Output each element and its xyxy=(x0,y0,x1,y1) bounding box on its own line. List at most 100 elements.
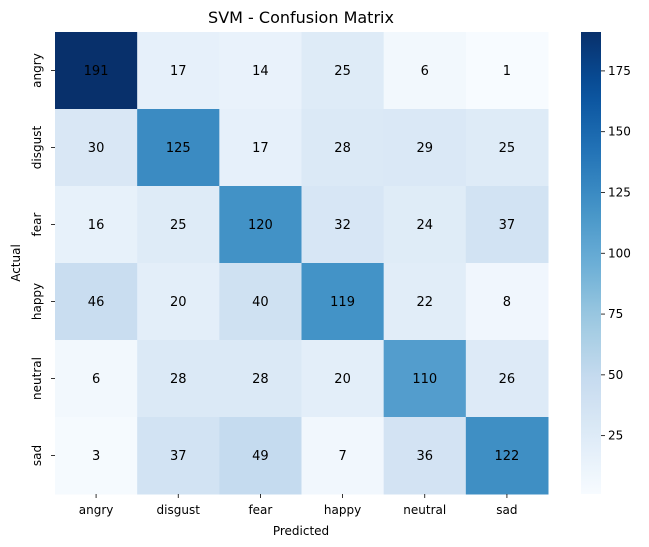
heatmap-cell xyxy=(219,263,302,341)
y-axis-ticks: angry disgust fear happy neutral sad xyxy=(30,53,55,466)
x-axis-ticks: angry disgust fear happy neutral sad xyxy=(79,494,518,517)
cell-value-label: 17 xyxy=(252,141,269,156)
colorbar-tick-label: 50 xyxy=(608,368,623,382)
heatmap-cell xyxy=(137,417,220,495)
x-tick-label: angry xyxy=(79,503,114,517)
heatmap-cell xyxy=(465,340,549,418)
heatmap-cell xyxy=(219,186,302,264)
cell-value-label: 28 xyxy=(252,372,269,387)
cell-value-label: 37 xyxy=(499,218,516,233)
cell-value-label: 8 xyxy=(503,295,511,310)
colorbar-tick-label: 100 xyxy=(608,246,631,260)
heatmap-cell xyxy=(301,32,385,110)
chart-title: SVM - Confusion Matrix xyxy=(208,8,394,27)
heatmap-cell xyxy=(301,109,385,187)
colorbar xyxy=(581,32,601,494)
colorbar-tick-label: 125 xyxy=(608,185,631,199)
colorbar-tick-label: 25 xyxy=(608,429,623,443)
cell-value-label: 20 xyxy=(170,295,187,310)
heatmap-cell xyxy=(137,32,220,110)
y-tick-label: sad xyxy=(30,445,44,466)
cell-value-label: 7 xyxy=(338,449,346,464)
cell-value-label: 16 xyxy=(88,218,105,233)
cell-value-label: 17 xyxy=(170,64,187,79)
colorbar-tick-label: 175 xyxy=(608,64,631,78)
heatmap-cell xyxy=(465,186,549,264)
heatmap-cell xyxy=(137,340,220,418)
cell-value-label: 25 xyxy=(170,218,187,233)
y-tick-label: disgust xyxy=(30,126,44,170)
cell-value-label: 191 xyxy=(84,64,109,79)
x-axis-label: Predicted xyxy=(273,524,329,538)
colorbar-tick-label: 75 xyxy=(608,307,623,321)
cell-value-label: 40 xyxy=(252,295,269,310)
heatmap-cell xyxy=(465,32,549,110)
cell-value-label: 6 xyxy=(92,372,100,387)
cell-value-label: 26 xyxy=(499,372,516,387)
heatmap-cell xyxy=(383,417,467,495)
heatmap-cell xyxy=(383,109,467,187)
cell-value-label: 110 xyxy=(412,372,437,387)
cell-value-label: 25 xyxy=(334,64,351,79)
x-tick-label: fear xyxy=(248,503,272,517)
colorbar-tick-label: 150 xyxy=(608,125,631,139)
heatmap-cell xyxy=(137,263,220,341)
heatmap-cell xyxy=(219,340,302,418)
heatmap-cell xyxy=(465,417,549,495)
cell-value-label: 14 xyxy=(252,64,269,79)
cell-value-label: 6 xyxy=(421,64,429,79)
heatmap-cell xyxy=(383,340,467,418)
cell-value-label: 46 xyxy=(88,295,105,310)
colorbar-ticks: 25 50 75 100 125 150 175 xyxy=(601,64,631,443)
x-tick-label: neutral xyxy=(403,503,446,517)
cell-value-label: 120 xyxy=(248,218,273,233)
heatmap-cell xyxy=(219,417,302,495)
cell-value-label: 125 xyxy=(166,141,191,156)
heatmap-cell xyxy=(301,340,385,418)
heatmap-cell xyxy=(301,186,385,264)
cell-value-label: 30 xyxy=(88,141,105,156)
heatmap-cell xyxy=(301,263,385,341)
y-tick-label: angry xyxy=(30,53,44,88)
cell-value-label: 122 xyxy=(495,449,520,464)
cell-value-label: 3 xyxy=(92,449,100,464)
cell-value-label: 28 xyxy=(334,141,351,156)
cell-value-label: 32 xyxy=(334,218,351,233)
heatmap-cell xyxy=(55,186,138,264)
heatmap-cell xyxy=(55,340,138,418)
cell-value-label: 37 xyxy=(170,449,187,464)
cell-value-label: 24 xyxy=(416,218,433,233)
heatmap-cell xyxy=(55,263,138,341)
heatmap-cell xyxy=(55,109,138,187)
heatmap-cell xyxy=(55,32,138,110)
heatmap-cell xyxy=(137,186,220,264)
heatmap-cell xyxy=(55,417,138,495)
cell-value-label: 119 xyxy=(330,295,355,310)
heatmap-cell xyxy=(219,109,302,187)
cell-value-label: 29 xyxy=(416,141,433,156)
y-tick-label: happy xyxy=(30,283,44,320)
cell-value-label: 25 xyxy=(499,141,516,156)
cell-value-label: 20 xyxy=(334,372,351,387)
x-tick-label: happy xyxy=(324,503,361,517)
x-tick-label: disgust xyxy=(157,503,201,517)
heatmap-cell xyxy=(465,263,549,341)
cell-value-label: 36 xyxy=(416,449,433,464)
cell-value-label: 22 xyxy=(416,295,433,310)
y-axis-label: Actual xyxy=(9,244,23,282)
y-tick-label: neutral xyxy=(30,357,44,400)
cell-value-label: 28 xyxy=(170,372,187,387)
x-tick-label: sad xyxy=(496,503,517,517)
heatmap-cell xyxy=(465,109,549,187)
heatmap-cell xyxy=(301,417,385,495)
heatmap-cell xyxy=(219,32,302,110)
heatmap-cell xyxy=(383,32,467,110)
heatmap-cell xyxy=(383,263,467,341)
y-tick-label: fear xyxy=(30,212,44,236)
cell-value-label: 1 xyxy=(503,64,511,79)
heatmap-cell xyxy=(383,186,467,264)
cell-value-label: 49 xyxy=(252,449,269,464)
heatmap-cell xyxy=(137,109,220,187)
